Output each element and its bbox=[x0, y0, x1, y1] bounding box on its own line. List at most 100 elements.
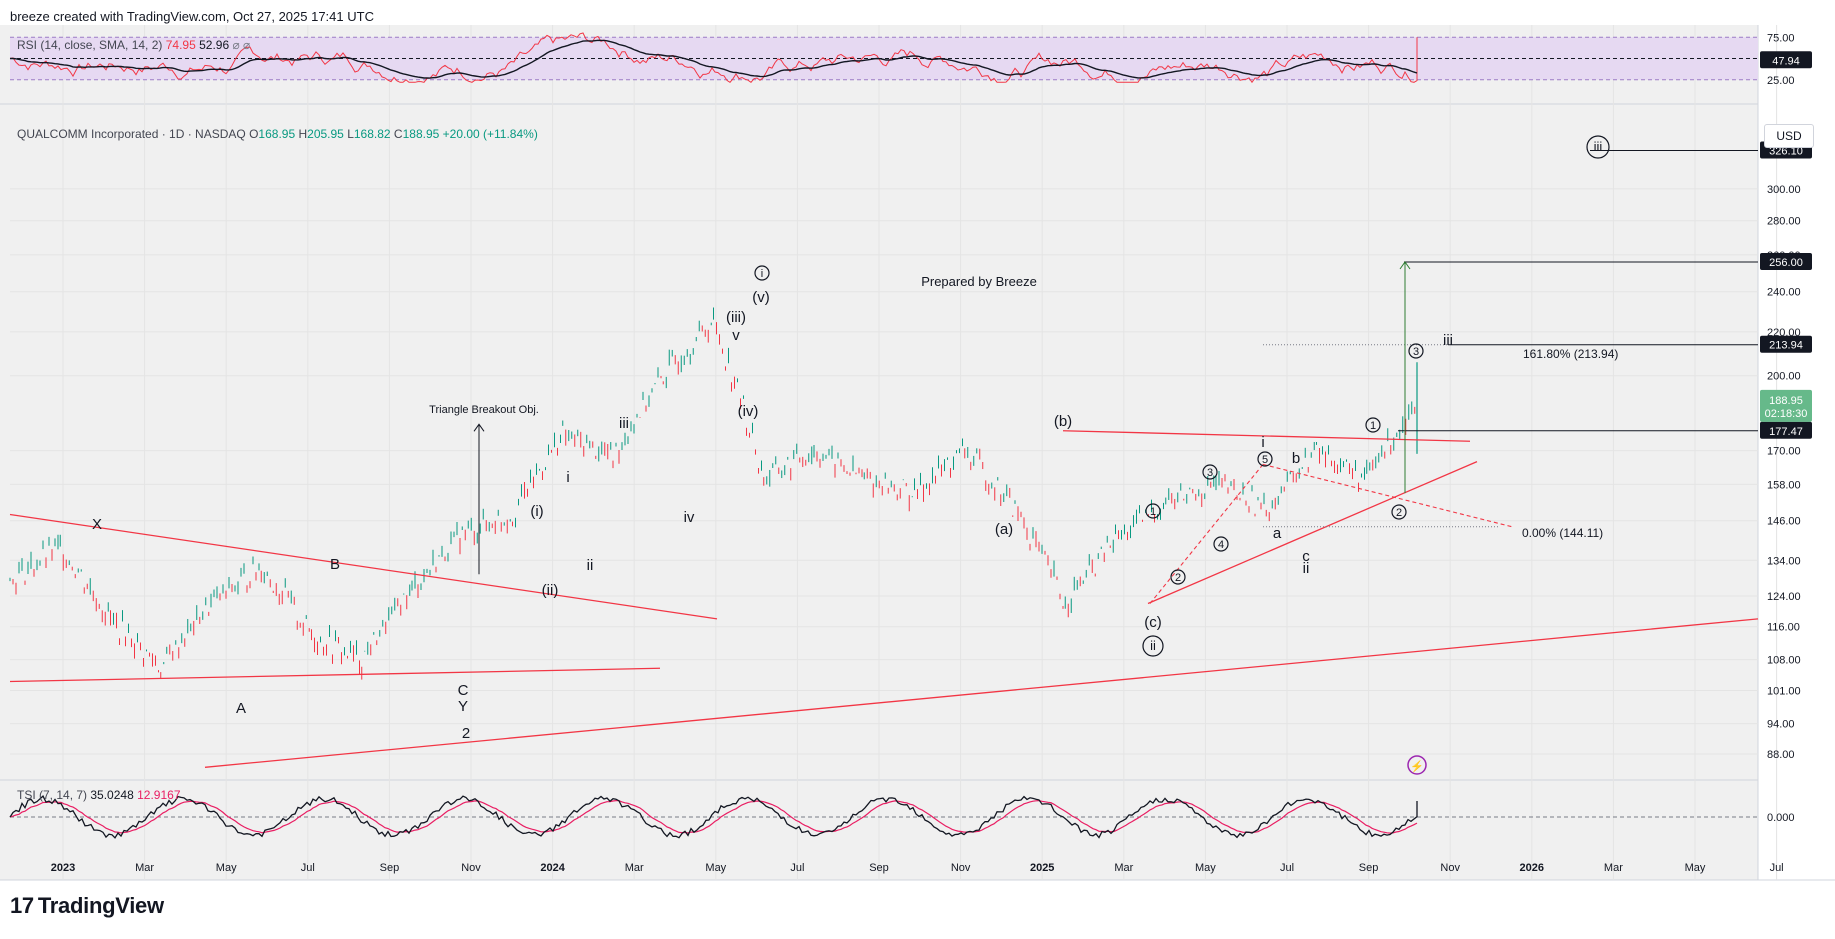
wave-label: v bbox=[732, 327, 740, 344]
price-axis-area bbox=[1758, 25, 1835, 880]
rsi-current-badge bbox=[1760, 51, 1812, 69]
wave-label: iv bbox=[684, 509, 695, 526]
wave-label: i bbox=[566, 469, 569, 486]
wave-label: iii bbox=[1443, 332, 1453, 349]
prepared-by-text: Prepared by Breeze bbox=[921, 274, 1037, 289]
time-axis-label: Sep bbox=[869, 862, 889, 874]
wave-label: c bbox=[1302, 548, 1310, 565]
open-value: 168.95 bbox=[258, 127, 296, 141]
rsi-axis-label: 75.00 bbox=[1767, 32, 1795, 44]
chart-caption: breeze created with TradingView.com, Oct… bbox=[10, 9, 374, 24]
price-axis-label: 200.00 bbox=[1767, 371, 1801, 383]
wave-label: a bbox=[1273, 525, 1282, 542]
wave-label: 2 bbox=[1175, 572, 1181, 584]
price-axis-label: 170.00 bbox=[1767, 446, 1801, 458]
tsi-line bbox=[9, 795, 1418, 839]
wave-label-circle bbox=[1365, 417, 1381, 433]
time-axis-label: Nov bbox=[1440, 862, 1460, 874]
wave-label: (c) bbox=[1144, 614, 1162, 631]
price-axis-label: 88.00 bbox=[1767, 749, 1795, 761]
high-value: 205.95 bbox=[307, 127, 344, 141]
triangle2-upper-line bbox=[1062, 430, 1471, 442]
wave-label: 3 bbox=[1207, 467, 1213, 479]
price-axis-label: 101.00 bbox=[1767, 686, 1801, 698]
wave-label: (v) bbox=[752, 289, 770, 306]
price-axis-label: 158.00 bbox=[1767, 479, 1801, 491]
wave-label-circle bbox=[1586, 135, 1610, 159]
time-axis-label: 2023 bbox=[51, 862, 75, 874]
tsi-legend[interactable]: TSI (7, 14, 7) 35.0248 12.9167 bbox=[17, 788, 181, 802]
low-label: L bbox=[347, 127, 354, 141]
wave-label-circle bbox=[1170, 569, 1186, 585]
price-level-badge-text: 256.00 bbox=[1769, 257, 1803, 269]
wave-label-circle bbox=[1142, 635, 1164, 657]
rsi-current-badge-text: 47.94 bbox=[1772, 55, 1800, 67]
rsi-sma-line bbox=[10, 39, 1418, 79]
wave-label: i bbox=[761, 268, 763, 280]
current-price-text: 188.95 bbox=[1769, 395, 1803, 407]
wave-label: i bbox=[1261, 434, 1264, 451]
rsi-axis-label: 25.00 bbox=[1767, 75, 1795, 87]
time-axis-label: Mar bbox=[1604, 862, 1623, 874]
tsi-axis-label: 0.000 bbox=[1767, 812, 1795, 824]
tsi-label: TSI (7, 14, 7) bbox=[17, 788, 88, 802]
rsi-sma-value: 52.96 bbox=[199, 38, 230, 52]
fib-161-text: 161.80% (213.94) bbox=[1523, 347, 1618, 361]
price-bars bbox=[9, 307, 1416, 680]
high-label: H bbox=[298, 127, 308, 141]
wave-label: 1 bbox=[1150, 506, 1156, 518]
triangle-lower-trendline bbox=[9, 667, 661, 683]
time-axis-label: May bbox=[1195, 862, 1216, 874]
open-label: O bbox=[249, 127, 259, 141]
time-axis-label: Mar bbox=[1114, 862, 1133, 874]
wave-label: ii bbox=[587, 557, 594, 574]
price-axis-label: 94.00 bbox=[1767, 719, 1795, 731]
wave-label: (iv) bbox=[738, 403, 759, 420]
low-value: 168.82 bbox=[353, 127, 391, 141]
rsi-label: RSI (14, close, SMA, 14, 2) bbox=[17, 38, 163, 52]
wave-label-circle bbox=[1257, 451, 1273, 467]
wave-label: b bbox=[1292, 450, 1300, 467]
fib-0-text: 0.00% (144.11) bbox=[1522, 526, 1603, 540]
wave-label-circle bbox=[754, 265, 770, 281]
price-axis-label: 124.00 bbox=[1767, 591, 1801, 603]
wave-label-circle bbox=[1202, 464, 1218, 480]
currency-selector[interactable]: USD bbox=[1764, 124, 1814, 148]
time-axis-label: 2025 bbox=[1030, 862, 1054, 874]
wave-label-circle bbox=[1213, 536, 1229, 552]
time-axis-label: Jul bbox=[301, 862, 315, 874]
close-value: 188.95 bbox=[402, 127, 440, 141]
main-legend[interactable]: QUALCOMM Incorporated · 1D · NASDAQ O168… bbox=[17, 127, 538, 141]
wave-label: 5 bbox=[1262, 454, 1268, 466]
tv-logo-icon: 17 bbox=[10, 893, 34, 918]
price-level-badge-text: 326.10 bbox=[1769, 145, 1803, 157]
wave-label: B bbox=[330, 556, 340, 573]
wave-label: 2 bbox=[462, 725, 470, 742]
tradingview-logo[interactable]: 17 TradingView bbox=[10, 893, 164, 918]
wave-label-circle bbox=[1145, 503, 1161, 519]
wave-label: iii bbox=[1594, 139, 1603, 154]
wave-label: (b) bbox=[1054, 413, 1072, 430]
time-axis-label: Jul bbox=[1770, 862, 1784, 874]
price-axis-label: 134.00 bbox=[1767, 555, 1801, 567]
rsi-line bbox=[9, 32, 1418, 84]
time-axis-label: Sep bbox=[380, 862, 400, 874]
wave-label: 3 bbox=[1413, 346, 1419, 358]
time-axis-label: Mar bbox=[135, 862, 154, 874]
wave-label: ii bbox=[1303, 560, 1310, 577]
time-axis-label: 2026 bbox=[1520, 862, 1544, 874]
price-axis-label: 116.00 bbox=[1767, 622, 1800, 634]
wave-label: X bbox=[92, 516, 102, 533]
wave-label-circle bbox=[1408, 343, 1424, 359]
wave-label: iii bbox=[619, 415, 629, 432]
chart-background bbox=[0, 25, 1835, 880]
time-axis-label: Nov bbox=[461, 862, 481, 874]
rsi-legend[interactable]: RSI (14, close, SMA, 14, 2) 74.95 52.96 … bbox=[17, 38, 250, 52]
price-axis-label: 240.00 bbox=[1767, 287, 1801, 299]
wave-label: C bbox=[458, 682, 469, 699]
current-price-badge bbox=[1760, 389, 1812, 422]
wave-label-circle bbox=[1391, 504, 1407, 520]
wave-label: Y bbox=[458, 698, 468, 715]
close-label: C bbox=[393, 127, 403, 141]
